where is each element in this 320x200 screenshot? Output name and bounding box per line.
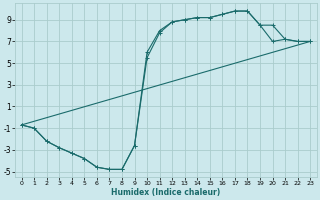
X-axis label: Humidex (Indice chaleur): Humidex (Indice chaleur) <box>111 188 220 197</box>
